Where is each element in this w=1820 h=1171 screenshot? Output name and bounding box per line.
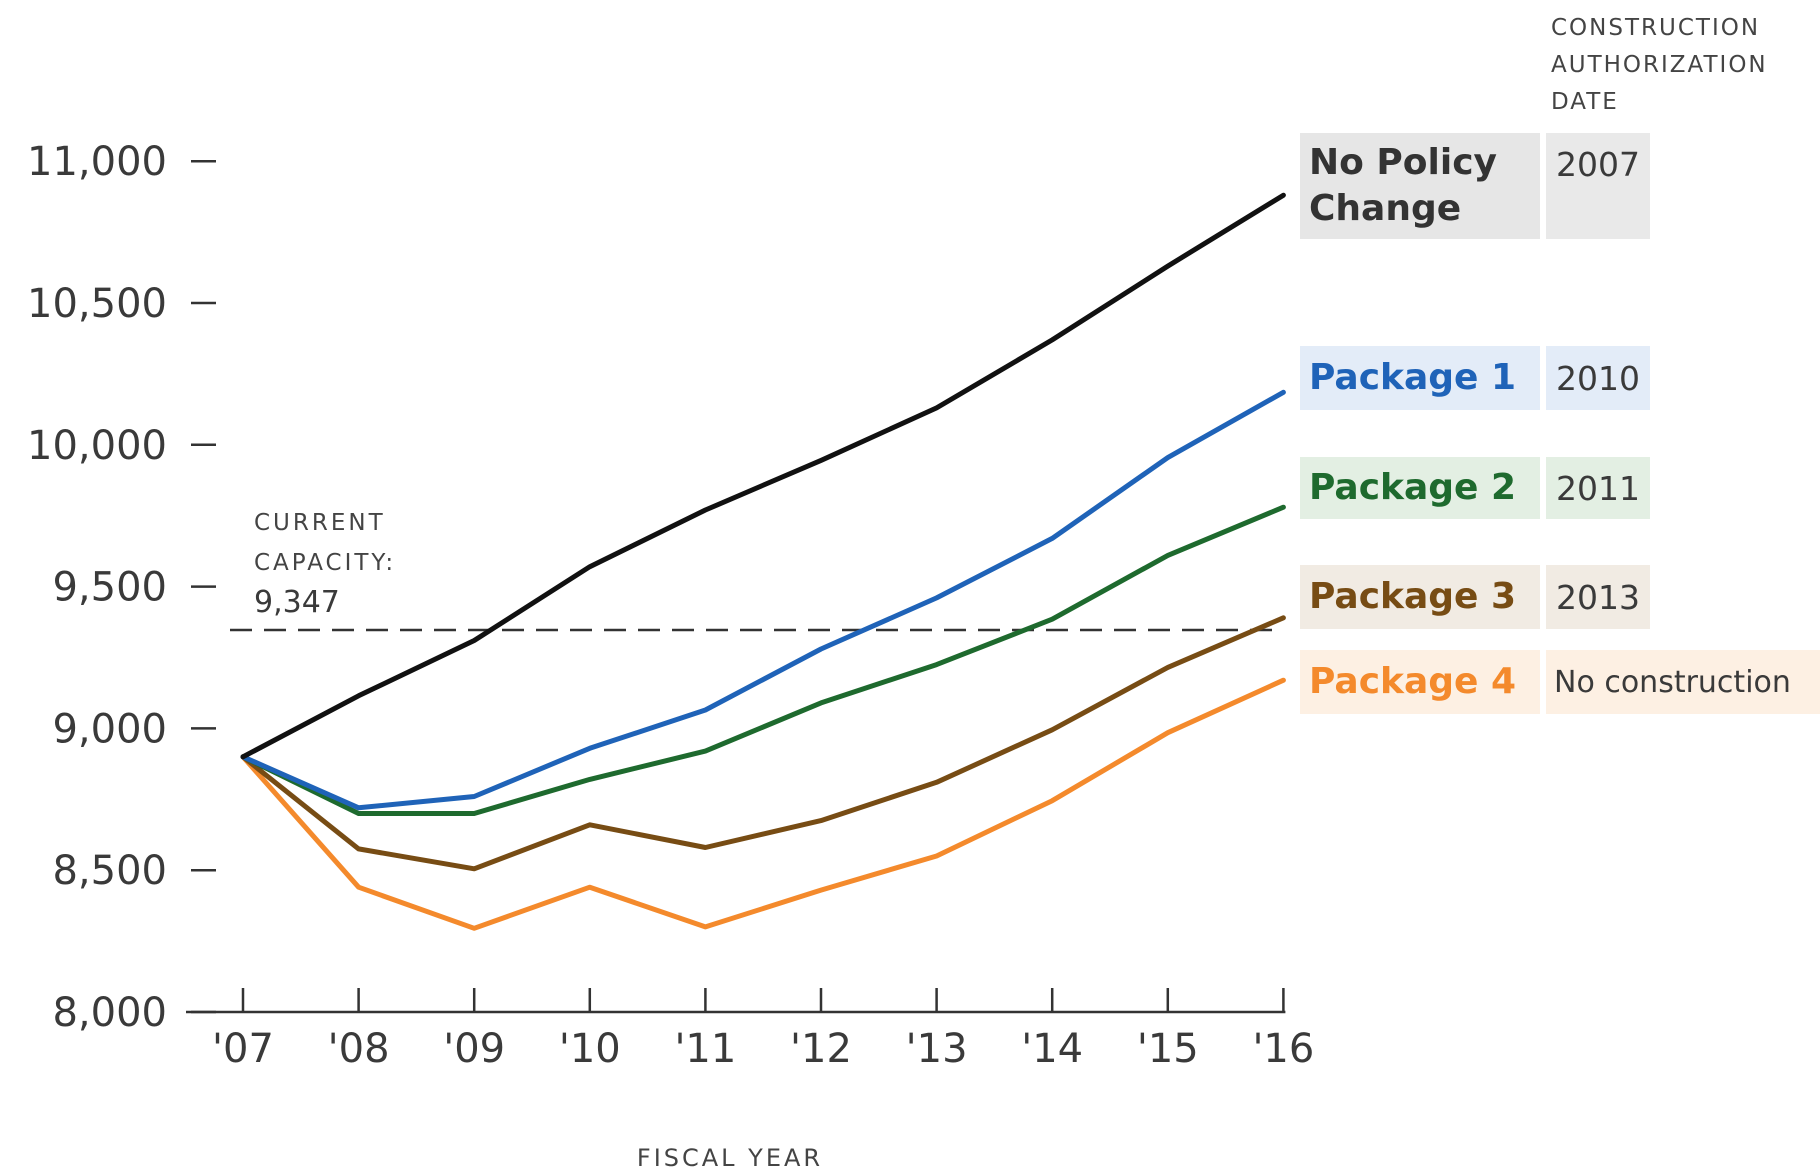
x-tick-label: '15: [1137, 1026, 1199, 1072]
legend-date-package-4: No construction: [1546, 650, 1820, 714]
x-tick-label: '07: [212, 1026, 274, 1072]
legend-date-package-1: 2010: [1546, 346, 1650, 410]
legend-text: Package 3: [1309, 575, 1517, 617]
x-tick-label: '10: [559, 1026, 621, 1072]
legend-header-line-2: AUTHORIZATION: [1551, 52, 1768, 78]
legend-text: Package 4: [1309, 660, 1517, 702]
legend-label-package-1: Package 1: [1300, 346, 1540, 410]
legend-date-package-2: 2011: [1546, 457, 1650, 519]
y-tick-label: 9,500: [52, 565, 167, 611]
legend-label-package-3: Package 3: [1300, 565, 1540, 629]
legend-label-package-2: Package 2: [1300, 457, 1540, 519]
legend-text: No Policy Change: [1309, 141, 1497, 229]
x-axis: '07 '08 '09 '10 '11 '12 '13 '14 '15 '16: [186, 988, 1314, 1072]
x-tick-label: '13: [906, 1026, 968, 1072]
legend-date-text: 2011: [1556, 468, 1640, 508]
legend-header: CONSTRUCTION AUTHORIZATION DATE: [1551, 10, 1768, 121]
y-tick-label: 8,000: [52, 990, 167, 1036]
x-tick-label: '08: [328, 1026, 390, 1072]
x-tick-label: '16: [1252, 1026, 1314, 1072]
reference-line-group: CURRENT CAPACITY: 9,347: [230, 510, 1284, 632]
x-tick-label: '09: [443, 1026, 505, 1072]
series-line-package-4: [240, 677, 1286, 931]
legend-date-package-3: 2013: [1546, 565, 1650, 629]
capacity-label-line-1: CURRENT: [254, 510, 386, 536]
series-line-no-policy-change: [240, 192, 1286, 760]
y-tick-label: 10,000: [27, 423, 167, 469]
legend-text: Package 2: [1309, 466, 1517, 508]
legend-header-line-1: CONSTRUCTION: [1551, 15, 1761, 41]
legend-date-no-policy-change: 2007: [1546, 133, 1650, 239]
y-tick-label: 11,000: [27, 139, 167, 185]
x-axis-title: FISCAL YEAR: [637, 1144, 823, 1171]
capacity-label-line-2: CAPACITY:: [254, 550, 396, 576]
legend-date-text: 2013: [1556, 577, 1640, 617]
legend-date-text: No construction: [1554, 664, 1791, 700]
y-tick-label: 8,500: [52, 848, 167, 894]
x-tick-label: '11: [674, 1026, 736, 1072]
legend-label-package-4: Package 4: [1300, 650, 1540, 714]
x-tick-label: '12: [790, 1026, 852, 1072]
x-tick-label: '14: [1021, 1026, 1083, 1072]
series-line-package-1: [240, 389, 1286, 811]
y-tick-label: 9,000: [52, 706, 167, 752]
series-lines: [240, 192, 1286, 931]
legend-date-text: 2010: [1556, 358, 1640, 398]
legend-label-no-policy-change: No Policy Change: [1300, 133, 1540, 239]
legend-text: Package 1: [1309, 356, 1517, 398]
y-tick-label: 10,500: [27, 281, 167, 327]
y-axis: 8,000 8,500 9,000 9,500 10,000 10,500 11,000: [27, 139, 216, 1036]
legend-header-line-3: DATE: [1551, 89, 1619, 115]
capacity-value-label: 9,347: [254, 585, 340, 620]
series-line-package-3: [240, 615, 1286, 872]
series-line-package-2: [240, 504, 1286, 816]
legend-date-text: 2007: [1556, 145, 1640, 184]
